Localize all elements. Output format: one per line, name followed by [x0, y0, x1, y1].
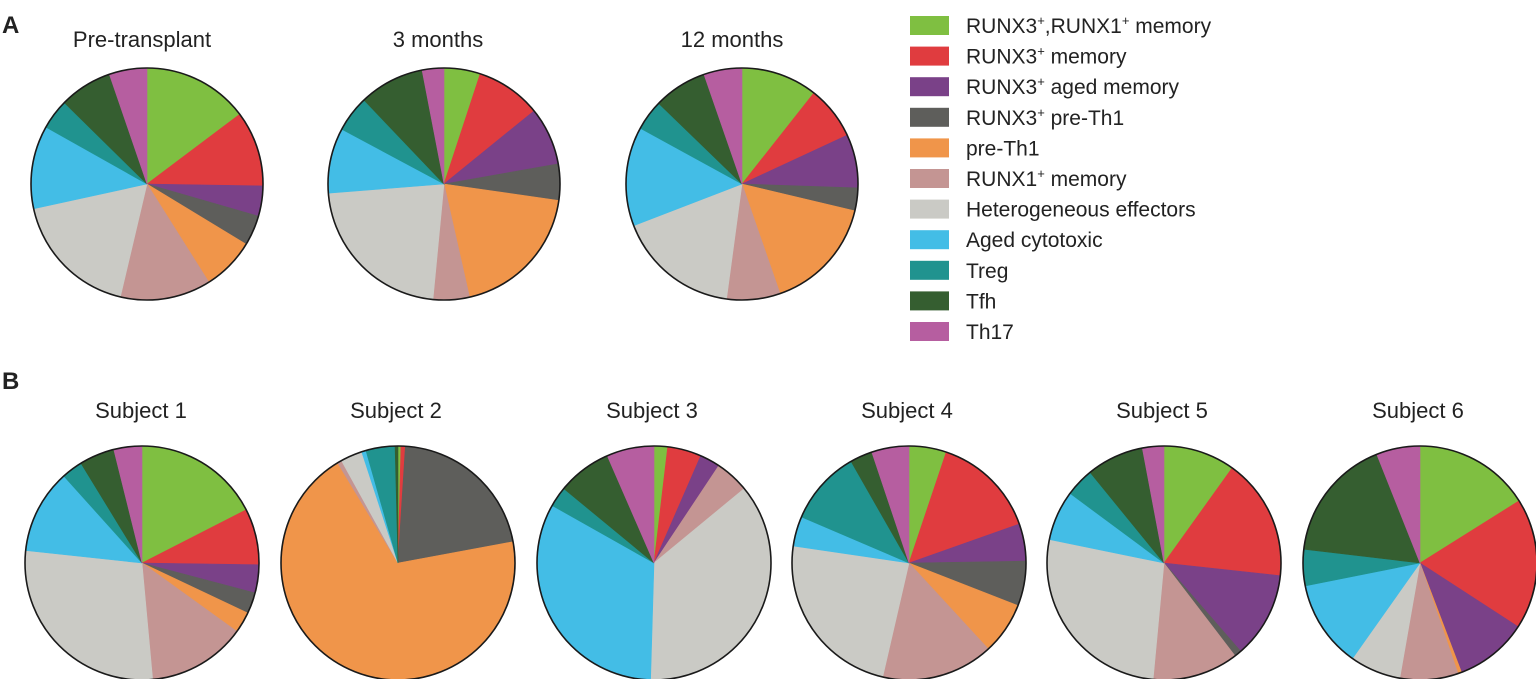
panel-label-b: B [2, 368, 19, 395]
slice-subject-5-c7 [1046, 539, 1165, 679]
legend-label-c10: Tfh [966, 290, 996, 313]
pie-outline-subject-1 [24, 445, 260, 679]
pie-subject-1 [24, 445, 260, 679]
legend-swatch-c4 [910, 107, 949, 127]
slice-3-months-c7 [328, 183, 445, 300]
legend-swatch-c2 [910, 46, 949, 66]
pie-outline-3-months [327, 67, 561, 301]
pie-outline-subject-3 [536, 445, 772, 679]
legend-label-c9: Treg [966, 260, 1008, 283]
panel-label-a: A [2, 12, 19, 39]
legend-swatch-c11 [910, 322, 949, 341]
pie-title-3-months: 3 months [393, 27, 484, 52]
pie-title-subject-2: Subject 2 [350, 398, 442, 423]
slice-subject-1-c7 [24, 550, 153, 679]
legend-label-c2: RUNX3+​ memory [966, 44, 1127, 69]
legend-swatch-c3 [910, 77, 949, 97]
legend-label-c1: RUNX3+​,RUNX1+​ memory [966, 13, 1212, 38]
pie-outline-12-months [625, 67, 859, 301]
pie-outline-subject-5 [1046, 445, 1282, 679]
pie-title-pre-transplant: Pre-transplant [73, 27, 211, 52]
legend-swatch-c7 [910, 199, 949, 219]
legend-label-c8: Aged cytotoxic [966, 229, 1103, 252]
pie-title-subject-5: Subject 5 [1116, 398, 1208, 423]
pie-charts [24, 67, 1536, 679]
legend-swatch-c6 [910, 169, 949, 188]
pie-outline-subject-4 [791, 445, 1027, 679]
legend-label-c11: Th17 [966, 321, 1014, 344]
pie-title-subject-1: Subject 1 [95, 398, 187, 423]
legend-swatch-c5 [910, 138, 949, 158]
pie-pre-transplant [30, 67, 264, 301]
legend-swatch-c8 [910, 230, 949, 250]
pie-title-subject-6: Subject 6 [1372, 398, 1464, 423]
legend: RUNX3+​,RUNX1+​ memory RUNX3+​ memory RUNX… [910, 13, 1212, 344]
pie-subject-2 [280, 445, 516, 679]
legend-swatch-c10 [910, 291, 949, 311]
pie-title-12-months: 12 months [681, 27, 784, 52]
pie-title-subject-4: Subject 4 [861, 398, 953, 423]
pie-outline-pre-transplant [30, 67, 264, 301]
pie-3-months [327, 67, 561, 301]
pie-subject-5 [1046, 445, 1282, 679]
legend-label-c6: RUNX1+​ memory [966, 166, 1127, 191]
pie-title-subject-3: Subject 3 [606, 398, 698, 423]
pie-outline-subject-2 [280, 445, 516, 679]
pie-outline-subject-6 [1302, 445, 1536, 679]
legend-label-c5: pre-Th1 [966, 137, 1040, 160]
pie-subject-3 [536, 445, 772, 679]
legend-swatch-c1 [910, 16, 949, 35]
legend-label-c3: RUNX3+​ aged memory [966, 74, 1180, 99]
pie-12-months [625, 67, 859, 301]
legend-label-c4: RUNX3+​ pre-Th1 [966, 105, 1124, 130]
pie-subject-6 [1302, 445, 1536, 679]
pie-subject-4 [791, 445, 1027, 679]
legend-label-c7: Heterogeneous effectors [966, 199, 1196, 222]
legend-swatch-c9 [910, 260, 949, 280]
